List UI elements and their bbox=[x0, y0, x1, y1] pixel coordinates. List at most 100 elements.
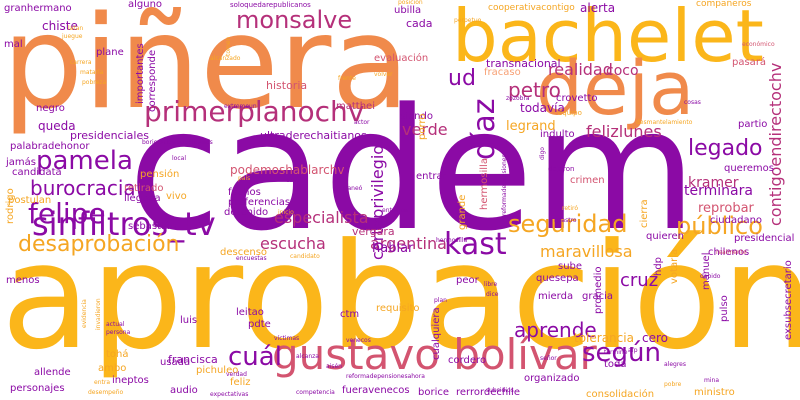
word-local: local bbox=[172, 155, 186, 162]
word-aprobacion: aprobación bbox=[1, 212, 800, 382]
word-plan: plan bbox=[434, 297, 447, 304]
word-promedio: promedio bbox=[593, 266, 604, 315]
word-desempeno: desempeño bbox=[88, 389, 124, 396]
word-rodrigo: rodrigo bbox=[5, 188, 16, 224]
word-luis: luis bbox=[180, 315, 198, 326]
word-sube: sube bbox=[558, 261, 583, 272]
word-todavia: todavía bbox=[520, 101, 565, 115]
word-volver: volver bbox=[374, 71, 393, 78]
word-mina: mina bbox=[704, 377, 719, 384]
word-audio: audio bbox=[170, 385, 198, 396]
word-sinfiltros-tv: sinfiltros_tv bbox=[32, 205, 216, 243]
word-dabido: dabido bbox=[700, 273, 721, 280]
word-gustavo-bolivar: gustavo bolívar bbox=[272, 330, 597, 379]
word-descenso: descenso bbox=[220, 247, 268, 258]
word-felipe: felipe bbox=[28, 197, 106, 230]
word-dice: dice bbox=[486, 291, 499, 298]
word-rjcastro: rjcastro bbox=[554, 217, 577, 224]
word-kramer: kramer bbox=[688, 175, 739, 191]
word-quesepa: quesepa bbox=[536, 273, 579, 284]
word-fachos: fachos bbox=[228, 187, 261, 198]
word-toda: toda bbox=[604, 359, 627, 370]
word-palabradehonor: palabradehonor bbox=[10, 141, 90, 152]
word-alcanza: alcanza bbox=[296, 353, 319, 360]
word-realidad: realidad bbox=[548, 60, 613, 79]
word-llegada: llegada bbox=[124, 193, 161, 204]
word-negro: negro bbox=[36, 103, 65, 114]
word-zozobra: zozobra bbox=[506, 95, 530, 102]
word-pdte: pdte bbox=[248, 319, 271, 330]
word-ubilla: ubilla bbox=[394, 5, 422, 16]
word-usada: usada bbox=[160, 357, 191, 368]
word-manuel: manuel bbox=[701, 252, 712, 290]
word-chiste: chiste bbox=[42, 19, 78, 33]
word-transnacional: transnacional bbox=[486, 57, 561, 70]
word-evidencia: evidencia bbox=[81, 299, 88, 328]
word-entraran: entraran bbox=[382, 207, 408, 214]
word-chilenos: chilenos bbox=[708, 247, 750, 258]
word-toha: tohá bbox=[106, 349, 129, 360]
word-consolidacion: consolidación bbox=[586, 389, 655, 400]
word-segun: según bbox=[582, 338, 662, 368]
word-detenido: detenido bbox=[224, 207, 269, 218]
word-pinera: piñera bbox=[2, 0, 410, 138]
word-cooperativacontigo: cooperativacontigo bbox=[488, 3, 575, 13]
word-argentina: argentina bbox=[370, 234, 447, 253]
word-corresponde: corresponde bbox=[147, 49, 158, 112]
word-presidenciales: presidenciales bbox=[70, 129, 149, 142]
word-pamela: pamela bbox=[36, 146, 133, 176]
word-planeo: planeó bbox=[342, 185, 363, 192]
word-escucha: escucha bbox=[260, 234, 326, 253]
word-hablar: hablar bbox=[372, 241, 414, 256]
word-burocracia: burocracia bbox=[30, 176, 136, 200]
word-retiro: retiró bbox=[562, 205, 579, 212]
word-tomen: tomen bbox=[225, 36, 232, 56]
word-fracaso: fracaso bbox=[484, 67, 521, 78]
word-postulan: postulan bbox=[8, 195, 52, 206]
word-matarla: matarla bbox=[80, 69, 104, 76]
word-libre: libre bbox=[484, 281, 498, 288]
word-cierra: cierra bbox=[639, 199, 650, 228]
word-petro: petro bbox=[508, 78, 561, 102]
word-ultraderechaitianos: ultraderechaitianos bbox=[260, 129, 367, 142]
word-equipo: equipo bbox=[558, 109, 582, 117]
word-aprende: aprende bbox=[514, 318, 597, 342]
word-kast: kast bbox=[444, 227, 507, 262]
word-felizlunes: felizlunes bbox=[586, 122, 662, 141]
word-ambo: ambo bbox=[98, 363, 127, 374]
word-verdad: verdad bbox=[226, 371, 247, 378]
word-invadieron: invadieron bbox=[95, 298, 102, 330]
word-desmantelamiento: desmantelamiento bbox=[636, 119, 693, 126]
word-digo: digo bbox=[539, 147, 546, 160]
word-allende: allende bbox=[34, 367, 71, 378]
word-leitao: leitao bbox=[236, 307, 264, 318]
word-pension: pensión bbox=[140, 169, 180, 180]
word-deja: deja bbox=[536, 46, 695, 132]
word-senor: señor bbox=[540, 355, 557, 362]
word-termine: termine bbox=[604, 349, 628, 356]
word-inicio: inicio bbox=[278, 209, 294, 216]
word-queremos: queremos bbox=[724, 163, 774, 174]
word-actual: actual bbox=[106, 321, 125, 328]
word-granhermano: granhermano bbox=[4, 3, 72, 14]
word-retirado: retirado bbox=[124, 183, 164, 194]
word-alguno: alguno bbox=[128, 0, 163, 10]
word-dejaron: dejaron bbox=[548, 165, 575, 173]
word-legado: legado bbox=[688, 136, 763, 161]
word-crovetto: crovetto bbox=[556, 93, 598, 104]
word-pobreza: pobreza bbox=[82, 79, 107, 86]
word-alegres: alegres bbox=[664, 361, 686, 368]
word-jamas: jamás bbox=[6, 157, 36, 168]
word-maravillosa: maravillosa bbox=[540, 242, 633, 261]
word-hdp: hdp bbox=[653, 256, 664, 276]
word-requisito: requisito bbox=[376, 303, 420, 314]
word-alcanzado: alcanzado bbox=[210, 55, 241, 62]
word-afp: afp bbox=[628, 347, 638, 354]
word-pichuleo: pichuleo bbox=[196, 365, 239, 376]
word-queda: queda bbox=[38, 119, 76, 133]
word-reprobar: reprobar bbox=[698, 201, 754, 216]
word-hermosilla: hermosilla bbox=[479, 158, 490, 210]
word-monsalve: monsalve bbox=[236, 6, 353, 34]
word-votaria: votaría bbox=[669, 248, 680, 284]
word-entrar: entrar bbox=[416, 171, 447, 182]
